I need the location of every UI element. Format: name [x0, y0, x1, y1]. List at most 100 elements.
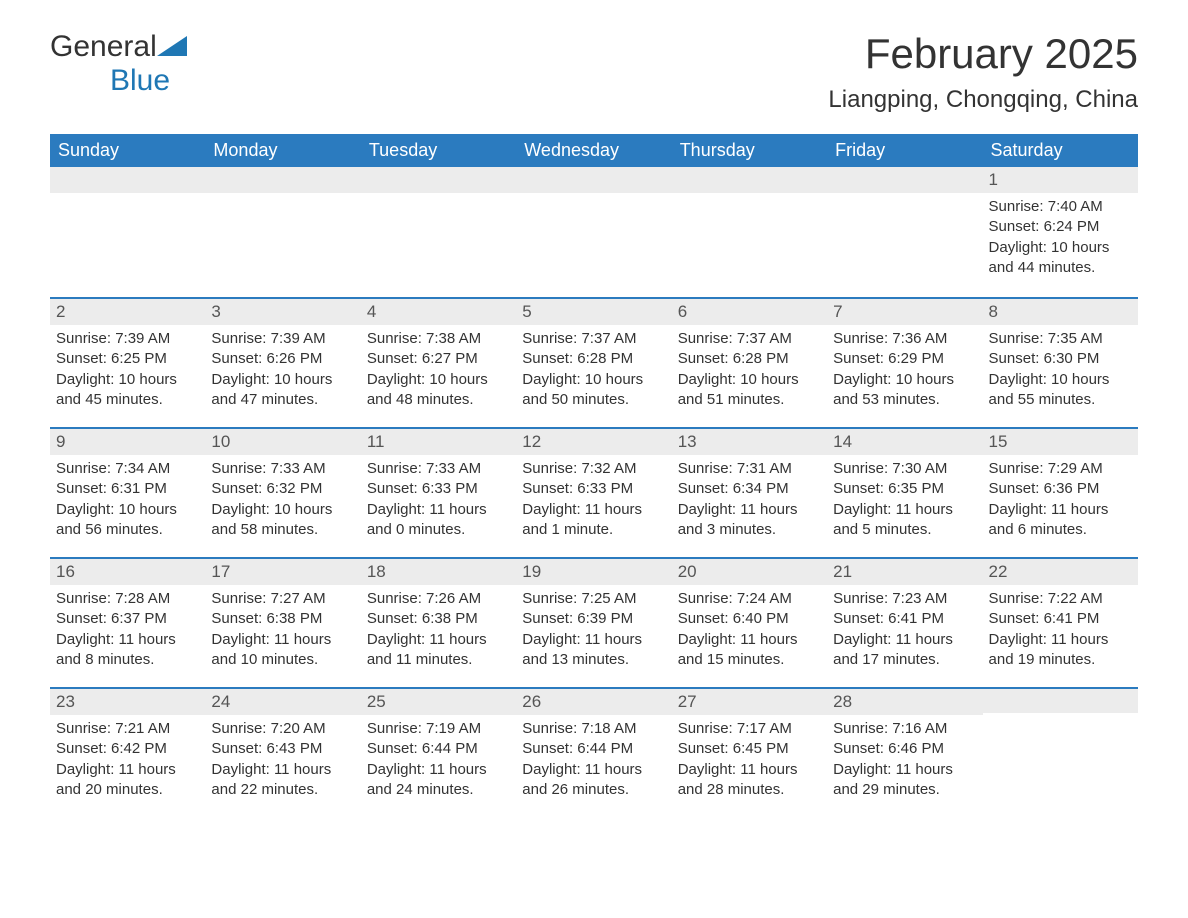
- calendar-cell: 25Sunrise: 7:19 AMSunset: 6:44 PMDayligh…: [361, 687, 516, 817]
- detail-daylight2: and 53 minutes.: [833, 390, 976, 410]
- detail-daylight2: and 5 minutes.: [833, 520, 976, 540]
- day-header: Monday: [205, 134, 360, 167]
- detail-sunrise: Sunrise: 7:29 AM: [989, 459, 1132, 479]
- detail-daylight1: Daylight: 10 hours: [522, 370, 665, 390]
- title-block: February 2025 Liangping, Chongqing, Chin…: [828, 30, 1138, 114]
- detail-daylight2: and 3 minutes.: [678, 520, 821, 540]
- day-number: 24: [205, 687, 360, 715]
- calendar-cell: 26Sunrise: 7:18 AMSunset: 6:44 PMDayligh…: [516, 687, 671, 817]
- calendar-table: Sunday Monday Tuesday Wednesday Thursday…: [50, 134, 1138, 817]
- detail-sunset: Sunset: 6:40 PM: [678, 609, 821, 629]
- calendar-cell: 2Sunrise: 7:39 AMSunset: 6:25 PMDaylight…: [50, 297, 205, 427]
- detail-daylight1: Daylight: 11 hours: [833, 760, 976, 780]
- detail-daylight1: Daylight: 10 hours: [989, 238, 1132, 258]
- empty-day: [516, 167, 671, 193]
- calendar-cell: 18Sunrise: 7:26 AMSunset: 6:38 PMDayligh…: [361, 557, 516, 687]
- detail-sunrise: Sunrise: 7:18 AM: [522, 719, 665, 739]
- detail-daylight2: and 6 minutes.: [989, 520, 1132, 540]
- calendar-cell: 8 Sunrise: 7:35 AMSunset: 6:30 PMDaylight…: [983, 297, 1138, 427]
- detail-sunrise: Sunrise: 7:35 AM: [989, 329, 1132, 349]
- calendar-cell: [205, 167, 360, 297]
- detail-sunrise: Sunrise: 7:17 AM: [678, 719, 821, 739]
- day-details: Sunrise: 7:27 AMSunset: 6:38 PMDaylight:…: [205, 585, 360, 674]
- day-details: Sunrise: 7:25 AMSunset: 6:39 PMDaylight:…: [516, 585, 671, 674]
- empty-day: [827, 167, 982, 193]
- detail-daylight2: and 44 minutes.: [989, 258, 1132, 278]
- day-number: 18: [361, 557, 516, 585]
- day-header: Saturday: [983, 134, 1138, 167]
- month-title: February 2025: [828, 30, 1138, 78]
- empty-day: [50, 167, 205, 193]
- detail-sunset: Sunset: 6:34 PM: [678, 479, 821, 499]
- day-number: 25: [361, 687, 516, 715]
- detail-daylight1: Daylight: 10 hours: [989, 370, 1132, 390]
- day-details: Sunrise: 7:18 AMSunset: 6:44 PMDaylight:…: [516, 715, 671, 804]
- detail-daylight2: and 58 minutes.: [211, 520, 354, 540]
- detail-sunset: Sunset: 6:30 PM: [989, 349, 1132, 369]
- calendar-cell: [672, 167, 827, 297]
- detail-sunset: Sunset: 6:46 PM: [833, 739, 976, 759]
- detail-sunset: Sunset: 6:44 PM: [367, 739, 510, 759]
- day-details: Sunrise: 7:36 AMSunset: 6:29 PMDaylight:…: [827, 325, 982, 414]
- detail-sunrise: Sunrise: 7:27 AM: [211, 589, 354, 609]
- detail-daylight2: and 28 minutes.: [678, 780, 821, 800]
- detail-daylight1: Daylight: 11 hours: [833, 500, 976, 520]
- detail-daylight2: and 10 minutes.: [211, 650, 354, 670]
- day-header: Sunday: [50, 134, 205, 167]
- day-details: Sunrise: 7:17 AMSunset: 6:45 PMDaylight:…: [672, 715, 827, 804]
- detail-sunrise: Sunrise: 7:25 AM: [522, 589, 665, 609]
- detail-daylight1: Daylight: 10 hours: [56, 370, 199, 390]
- day-number: 1: [983, 167, 1138, 193]
- day-header: Thursday: [672, 134, 827, 167]
- calendar-week: 2Sunrise: 7:39 AMSunset: 6:25 PMDaylight…: [50, 297, 1138, 427]
- day-details: Sunrise: 7:19 AMSunset: 6:44 PMDaylight:…: [361, 715, 516, 804]
- day-number: 11: [361, 427, 516, 455]
- day-number: 10: [205, 427, 360, 455]
- day-details: Sunrise: 7:37 AMSunset: 6:28 PMDaylight:…: [516, 325, 671, 414]
- calendar-week: 16Sunrise: 7:28 AMSunset: 6:37 PMDayligh…: [50, 557, 1138, 687]
- calendar-cell: 21Sunrise: 7:23 AMSunset: 6:41 PMDayligh…: [827, 557, 982, 687]
- day-details: Sunrise: 7:21 AMSunset: 6:42 PMDaylight:…: [50, 715, 205, 804]
- detail-daylight2: and 17 minutes.: [833, 650, 976, 670]
- detail-daylight1: Daylight: 11 hours: [678, 500, 821, 520]
- detail-daylight2: and 19 minutes.: [989, 650, 1132, 670]
- detail-sunset: Sunset: 6:27 PM: [367, 349, 510, 369]
- day-header: Tuesday: [361, 134, 516, 167]
- calendar-cell: [50, 167, 205, 297]
- detail-sunrise: Sunrise: 7:39 AM: [211, 329, 354, 349]
- calendar-cell: 17Sunrise: 7:27 AMSunset: 6:38 PMDayligh…: [205, 557, 360, 687]
- calendar-cell: 16Sunrise: 7:28 AMSunset: 6:37 PMDayligh…: [50, 557, 205, 687]
- day-header: Wednesday: [516, 134, 671, 167]
- calendar-cell: 23Sunrise: 7:21 AMSunset: 6:42 PMDayligh…: [50, 687, 205, 817]
- calendar-cell: 7Sunrise: 7:36 AMSunset: 6:29 PMDaylight…: [827, 297, 982, 427]
- detail-sunset: Sunset: 6:44 PM: [522, 739, 665, 759]
- detail-daylight2: and 15 minutes.: [678, 650, 821, 670]
- flag-icon: [157, 36, 187, 56]
- detail-sunset: Sunset: 6:38 PM: [367, 609, 510, 629]
- detail-sunset: Sunset: 6:24 PM: [989, 217, 1132, 237]
- calendar-cell: 12Sunrise: 7:32 AMSunset: 6:33 PMDayligh…: [516, 427, 671, 557]
- day-details: Sunrise: 7:22 AMSunset: 6:41 PMDaylight:…: [983, 585, 1138, 674]
- detail-daylight1: Daylight: 10 hours: [367, 370, 510, 390]
- calendar-cell: 22Sunrise: 7:22 AMSunset: 6:41 PMDayligh…: [983, 557, 1138, 687]
- detail-daylight1: Daylight: 11 hours: [367, 500, 510, 520]
- day-number: 14: [827, 427, 982, 455]
- detail-sunrise: Sunrise: 7:40 AM: [989, 197, 1132, 217]
- detail-daylight2: and 22 minutes.: [211, 780, 354, 800]
- calendar-cell: [361, 167, 516, 297]
- day-details: Sunrise: 7:38 AMSunset: 6:27 PMDaylight:…: [361, 325, 516, 414]
- detail-sunrise: Sunrise: 7:22 AM: [989, 589, 1132, 609]
- calendar-cell: 27Sunrise: 7:17 AMSunset: 6:45 PMDayligh…: [672, 687, 827, 817]
- detail-sunset: Sunset: 6:39 PM: [522, 609, 665, 629]
- calendar-cell: 19Sunrise: 7:25 AMSunset: 6:39 PMDayligh…: [516, 557, 671, 687]
- calendar-week: 9Sunrise: 7:34 AMSunset: 6:31 PMDaylight…: [50, 427, 1138, 557]
- calendar-cell: 10Sunrise: 7:33 AMSunset: 6:32 PMDayligh…: [205, 427, 360, 557]
- calendar-cell: [983, 687, 1138, 817]
- logo-general: General: [50, 30, 157, 63]
- day-number: 22: [983, 557, 1138, 585]
- day-number: 8: [983, 297, 1138, 325]
- logo-blue: Blue: [110, 64, 170, 97]
- detail-daylight1: Daylight: 11 hours: [367, 630, 510, 650]
- day-details: Sunrise: 7:16 AMSunset: 6:46 PMDaylight:…: [827, 715, 982, 804]
- day-header-row: Sunday Monday Tuesday Wednesday Thursday…: [50, 134, 1138, 167]
